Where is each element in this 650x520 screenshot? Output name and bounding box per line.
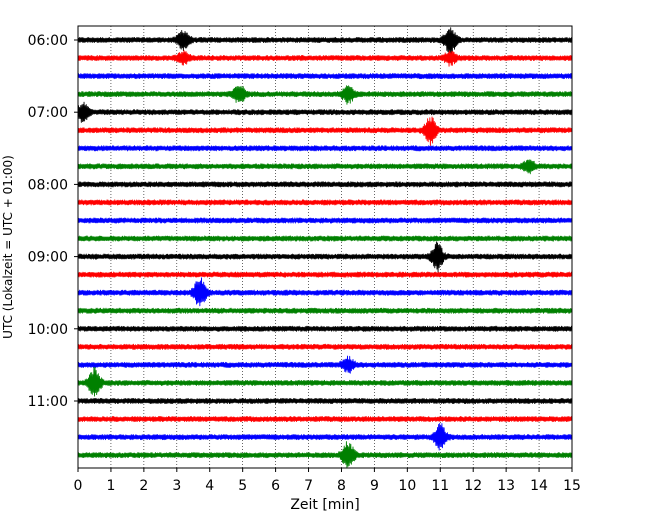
trace-0830 xyxy=(77,217,573,224)
trace-0645 xyxy=(77,85,573,105)
x-tick-label: 1 xyxy=(106,478,115,494)
x-tick-label: 4 xyxy=(205,478,214,494)
trace-0630 xyxy=(77,73,573,80)
y-tick-label: 06:00 xyxy=(28,33,68,49)
trace-1000 xyxy=(77,325,573,332)
traces xyxy=(77,27,573,469)
trace-0915 xyxy=(77,271,573,278)
y-tick-label: 07:00 xyxy=(28,105,68,121)
trace-1100 xyxy=(77,397,573,405)
trace-0945 xyxy=(77,307,573,314)
trace-0700 xyxy=(77,101,573,123)
trace-1015 xyxy=(77,343,573,350)
trace-1115 xyxy=(77,416,573,423)
trace-0745 xyxy=(77,159,573,175)
x-tick-label: 9 xyxy=(370,478,379,494)
trace-1045 xyxy=(77,367,573,397)
x-axis-label: Zeit [min] xyxy=(290,497,359,513)
y-axis-label: UTC (Lokalzeit = UTC + 01:00) xyxy=(1,155,15,339)
y-tick-label: 09:00 xyxy=(28,250,68,266)
x-tick-label: 3 xyxy=(172,478,181,494)
trace-0800 xyxy=(77,181,573,188)
x-tick-label: 2 xyxy=(139,478,148,494)
x-tick-label: 15 xyxy=(563,478,581,494)
x-tick-label: 13 xyxy=(497,478,515,494)
trace-0715 xyxy=(77,116,573,146)
trace-1145 xyxy=(77,441,573,469)
trace-0815 xyxy=(77,199,573,206)
y-tick-label: 08:00 xyxy=(28,177,68,193)
x-tick-label: 0 xyxy=(74,478,83,494)
trace-0600 xyxy=(77,27,573,55)
y-tick-label: 11:00 xyxy=(28,394,68,410)
trace-0930 xyxy=(77,277,573,307)
x-tick-label: 5 xyxy=(238,478,247,494)
x-tick-label: 7 xyxy=(304,478,313,494)
trace-1130 xyxy=(77,423,573,451)
y-axis-ticks: 06:00 07:00 08:00 09:00 10:00 11:00 xyxy=(28,33,78,410)
trace-0845 xyxy=(77,235,573,242)
trace-0730 xyxy=(77,145,573,152)
trace-0615 xyxy=(77,50,573,67)
x-tick-label: 12 xyxy=(464,478,482,494)
x-tick-label: 11 xyxy=(431,478,449,494)
x-tick-label: 10 xyxy=(398,478,416,494)
trace-1030 xyxy=(77,355,573,374)
plot-frame xyxy=(77,25,573,469)
y-tick-label: 10:00 xyxy=(28,322,68,338)
x-tick-label: 6 xyxy=(271,478,280,494)
x-tick-label: 8 xyxy=(337,478,346,494)
trace-0900 xyxy=(77,241,573,273)
x-tick-label: 14 xyxy=(530,478,548,494)
x-axis-ticks: 0 1 2 3 4 5 6 7 8 9 10 11 12 13 14 15 xyxy=(74,468,581,494)
